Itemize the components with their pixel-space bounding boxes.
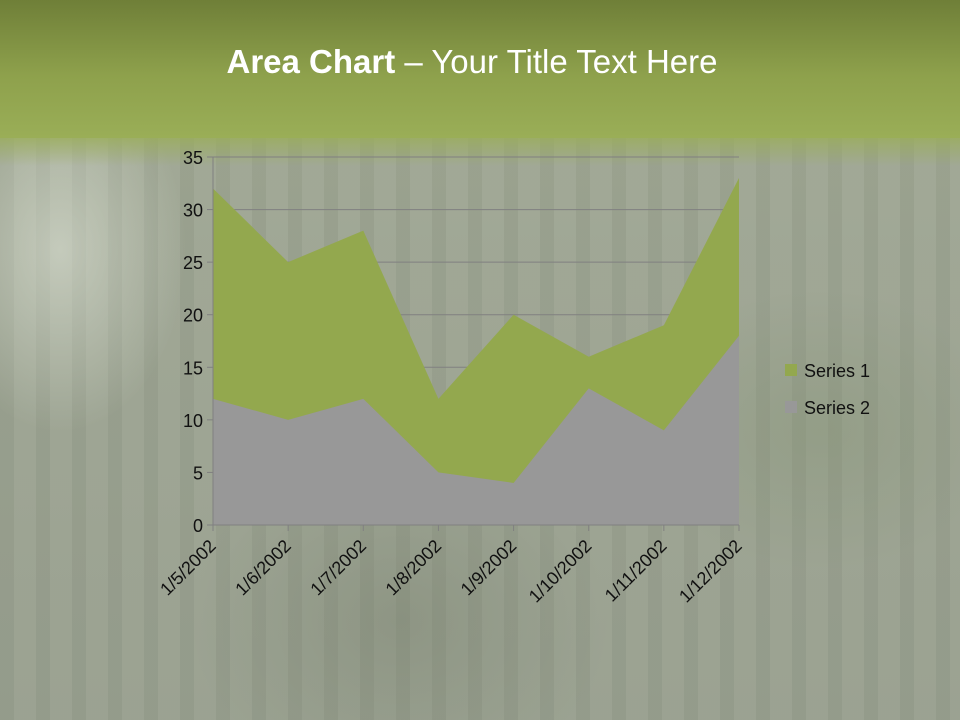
x-tick-label: 1/10/2002: [525, 536, 596, 607]
x-tick-label: 1/11/2002: [601, 536, 671, 606]
slide-title-bold: Area Chart: [226, 43, 396, 80]
axes: [207, 156, 740, 531]
y-tick-label: 30: [183, 201, 203, 221]
x-tick-label: 1/9/2002: [457, 536, 521, 600]
y-tick-label: 10: [183, 411, 203, 431]
y-tick-label: 5: [193, 463, 203, 483]
legend-swatch-series-1: [785, 364, 797, 376]
legend-label-series-2: Series 2: [804, 398, 870, 418]
series-2-area: [213, 335, 739, 525]
y-tick-label: 15: [183, 358, 203, 378]
x-tick-label: 1/12/2002: [675, 536, 746, 607]
series-areas: [213, 178, 739, 525]
x-tick-labels: 1/5/2002 1/6/2002 1/7/2002 1/8/2002 1/9/2002…: [156, 536, 746, 607]
x-tick-label: 1/8/2002: [382, 536, 446, 600]
legend: Series 1 Series 2: [785, 361, 870, 418]
legend-swatch-series-2: [785, 401, 797, 413]
y-tick-labels: 0 5 10 15 20 25 30 35: [183, 148, 203, 536]
x-tick-label: 1/5/2002: [156, 536, 220, 600]
legend-label-series-1: Series 1: [804, 361, 870, 381]
title-banner: [0, 0, 960, 138]
title-banner-fade: [0, 138, 960, 166]
y-tick-label: 35: [183, 148, 203, 168]
y-tick-label: 0: [193, 516, 203, 536]
slide-title: Area Chart – Your Title Text Here: [0, 40, 944, 84]
slide-title-rest: – Your Title Text Here: [395, 43, 718, 80]
x-tick-label: 1/6/2002: [231, 536, 295, 600]
x-tick-label: 1/7/2002: [306, 536, 370, 600]
y-tick-label: 20: [183, 306, 203, 326]
y-tick-label: 25: [183, 253, 203, 273]
